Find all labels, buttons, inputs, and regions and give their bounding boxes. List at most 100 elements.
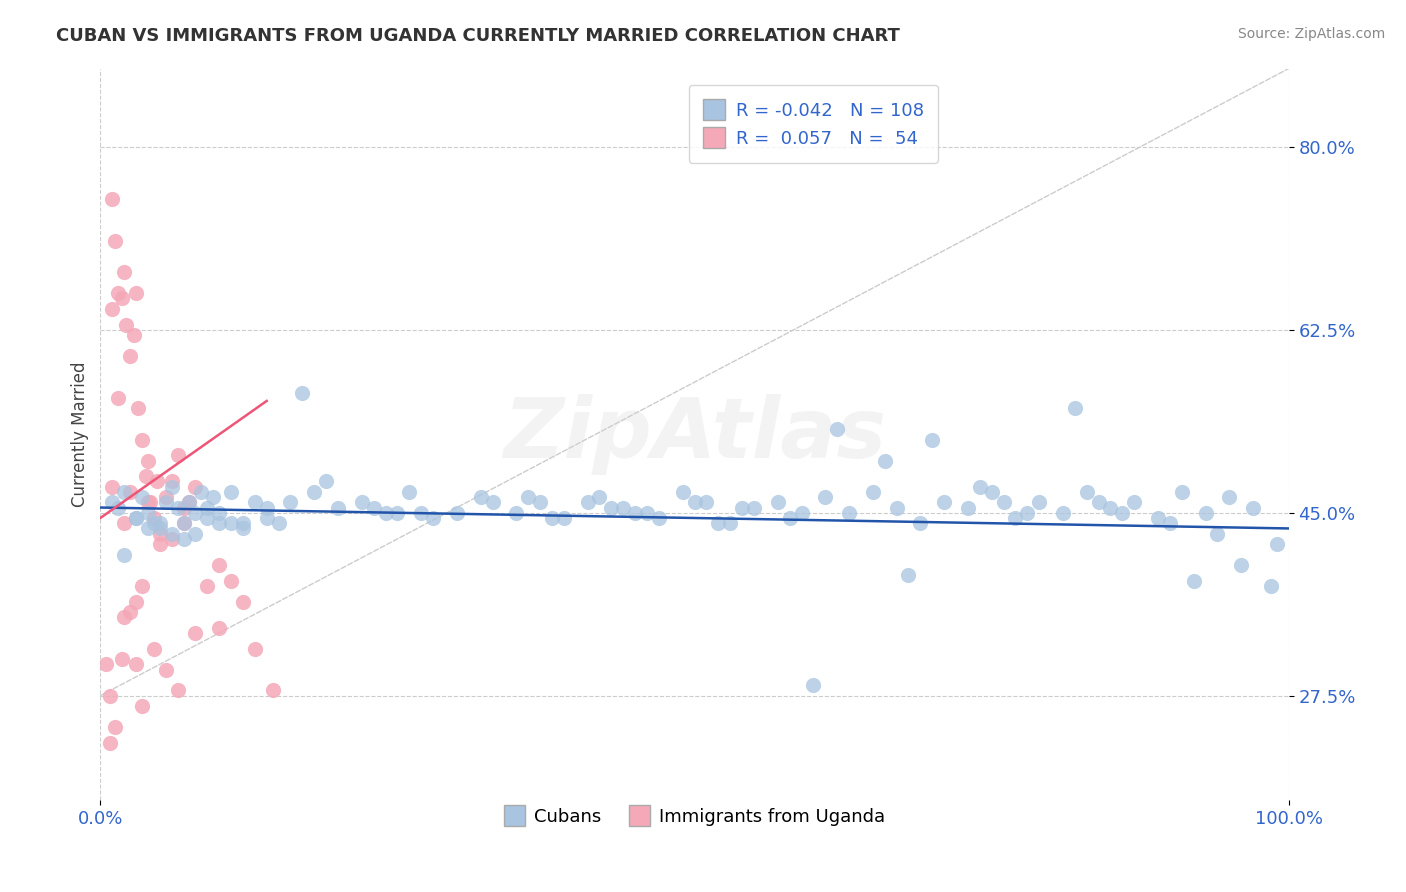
Point xyxy=(291,385,314,400)
Point xyxy=(136,506,159,520)
Point xyxy=(115,318,138,332)
Point xyxy=(136,453,159,467)
Point xyxy=(262,683,284,698)
Point xyxy=(208,506,231,520)
Point xyxy=(142,641,165,656)
Point xyxy=(125,511,148,525)
Point xyxy=(980,484,1002,499)
Point xyxy=(179,495,201,509)
Text: Source: ZipAtlas.com: Source: ZipAtlas.com xyxy=(1237,27,1385,41)
Point xyxy=(1241,500,1264,515)
Point xyxy=(112,265,135,279)
Point xyxy=(166,500,188,515)
Point xyxy=(101,495,124,509)
Point xyxy=(600,500,623,515)
Point xyxy=(672,484,695,499)
Point xyxy=(932,495,955,509)
Point xyxy=(190,484,212,499)
Point xyxy=(862,484,884,499)
Point xyxy=(886,500,908,515)
Point xyxy=(280,495,302,509)
Point xyxy=(208,558,231,572)
Point xyxy=(707,516,730,531)
Point xyxy=(742,500,765,515)
Point xyxy=(766,495,789,509)
Point xyxy=(160,475,183,489)
Point xyxy=(718,516,741,531)
Point xyxy=(111,652,134,666)
Point xyxy=(127,401,149,416)
Point xyxy=(529,495,551,509)
Point xyxy=(969,480,991,494)
Point xyxy=(387,506,409,520)
Point xyxy=(195,579,218,593)
Point xyxy=(838,506,860,520)
Point xyxy=(125,511,148,525)
Point xyxy=(149,526,172,541)
Point xyxy=(1182,574,1205,588)
Point xyxy=(112,484,135,499)
Point xyxy=(96,657,118,672)
Point xyxy=(160,532,183,546)
Point xyxy=(155,490,177,504)
Point xyxy=(232,594,254,608)
Point xyxy=(243,641,266,656)
Point xyxy=(1076,484,1098,499)
Point xyxy=(588,490,610,504)
Point xyxy=(1171,484,1194,499)
Point xyxy=(731,500,754,515)
Point xyxy=(1230,558,1253,572)
Text: CUBAN VS IMMIGRANTS FROM UGANDA CURRENTLY MARRIED CORRELATION CHART: CUBAN VS IMMIGRANTS FROM UGANDA CURRENTL… xyxy=(56,27,900,45)
Point xyxy=(1123,495,1146,509)
Point xyxy=(1052,506,1074,520)
Point xyxy=(142,511,165,525)
Point xyxy=(897,568,920,582)
Point xyxy=(517,490,540,504)
Point xyxy=(98,689,121,703)
Point xyxy=(139,495,162,509)
Point xyxy=(232,516,254,531)
Point xyxy=(695,495,717,509)
Point xyxy=(873,453,896,467)
Point xyxy=(243,495,266,509)
Point xyxy=(267,516,290,531)
Point xyxy=(184,480,207,494)
Point xyxy=(825,422,848,436)
Point xyxy=(184,506,207,520)
Point xyxy=(612,500,634,515)
Point xyxy=(256,500,278,515)
Point xyxy=(208,516,231,531)
Point xyxy=(1111,506,1133,520)
Point xyxy=(98,736,121,750)
Point xyxy=(470,490,492,504)
Point xyxy=(131,579,153,593)
Point xyxy=(422,511,444,525)
Point xyxy=(910,516,932,531)
Point xyxy=(993,495,1015,509)
Point xyxy=(136,495,159,509)
Point xyxy=(179,495,201,509)
Point xyxy=(107,286,129,301)
Point xyxy=(814,490,837,504)
Point xyxy=(155,495,177,509)
Point xyxy=(304,484,326,499)
Point xyxy=(1206,526,1229,541)
Point xyxy=(184,626,207,640)
Point xyxy=(131,699,153,714)
Point xyxy=(160,526,183,541)
Point xyxy=(134,469,156,483)
Point xyxy=(790,506,813,520)
Point xyxy=(541,511,564,525)
Point xyxy=(350,495,373,509)
Point xyxy=(155,663,177,677)
Point xyxy=(779,511,801,525)
Point xyxy=(648,511,671,525)
Point xyxy=(142,516,165,531)
Point xyxy=(636,506,658,520)
Point xyxy=(131,490,153,504)
Point xyxy=(411,506,433,520)
Point xyxy=(1260,579,1282,593)
Point xyxy=(803,678,825,692)
Point xyxy=(1265,537,1288,551)
Point xyxy=(1004,511,1026,525)
